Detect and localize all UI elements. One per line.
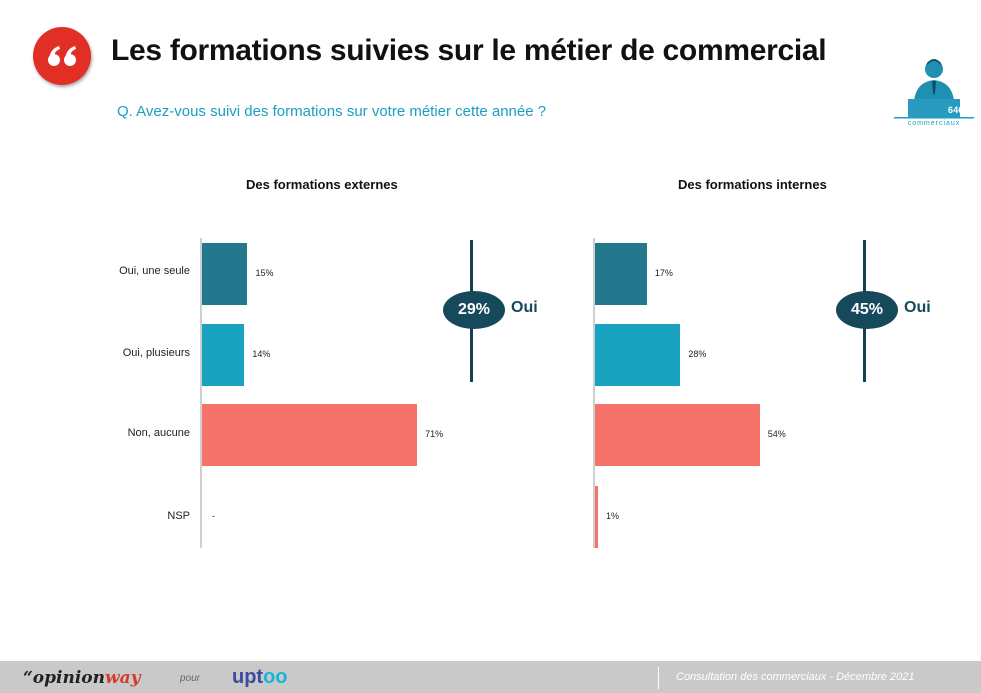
category-label: Oui, plusieurs xyxy=(122,347,190,359)
bar-externes-une-seule xyxy=(202,243,248,305)
opinionway-logo-part1: “opinion xyxy=(23,668,105,688)
summary-bubble-externes: 29% xyxy=(443,291,505,329)
chart-title-internes: Des formations internes xyxy=(678,177,827,192)
quote-badge xyxy=(33,27,91,85)
uptoo-logo-part2: oo xyxy=(263,666,288,688)
bar-externes-plusieurs xyxy=(202,324,245,386)
category-label: NSP xyxy=(167,510,190,522)
footer: “opinionway pour uptoo Consultation des … xyxy=(0,661,981,693)
logo-caption: commerciaux xyxy=(907,120,961,127)
logo-count: 646 xyxy=(948,105,964,115)
bar-internes-une-seule xyxy=(595,243,647,305)
bar-internes-aucune xyxy=(595,404,760,466)
question-text: Q. Avez-vous suivi des formations sur vo… xyxy=(117,103,547,120)
panel-logo: 646 commerciaux xyxy=(894,55,974,133)
value-label: - xyxy=(212,511,215,521)
footer-pour: pour xyxy=(180,673,201,684)
uptoo-logo: uptoo xyxy=(232,666,288,689)
value-label: 71% xyxy=(425,429,444,439)
value-label: 1% xyxy=(606,511,620,521)
opinionway-logo-part2: way xyxy=(104,668,141,688)
chart-axis-externes xyxy=(200,238,202,548)
bar-externes-nsp xyxy=(202,486,204,548)
business-person-icon xyxy=(894,59,974,119)
quote-icon xyxy=(48,46,76,66)
summary-bubble-internes: 45% xyxy=(836,291,898,329)
value-label: 14% xyxy=(252,349,271,359)
value-label: 54% xyxy=(767,429,786,439)
value-label: 28% xyxy=(688,349,707,359)
bar-externes-aucune xyxy=(202,404,418,466)
page-title: Les formations suivies sur le métier de … xyxy=(111,34,827,67)
uptoo-logo-part1: upt xyxy=(232,666,264,688)
bar-internes-nsp xyxy=(595,486,599,548)
footer-consultation: Consultation des commerciaux - Décembre … xyxy=(676,671,915,683)
chart-axis-internes xyxy=(593,238,595,548)
chart-title-externes: Des formations externes xyxy=(246,177,398,192)
value-label: 15% xyxy=(255,268,274,278)
bar-internes-plusieurs xyxy=(595,324,681,386)
category-label: Oui, une seule xyxy=(119,265,190,277)
summary-label-externes: Oui xyxy=(511,299,538,316)
summary-label-internes: Oui xyxy=(904,299,931,316)
category-label: Non, aucune xyxy=(127,427,190,439)
value-label: 17% xyxy=(654,268,673,278)
footer-divider xyxy=(658,667,659,689)
opinionway-logo: “opinionway xyxy=(23,668,141,688)
